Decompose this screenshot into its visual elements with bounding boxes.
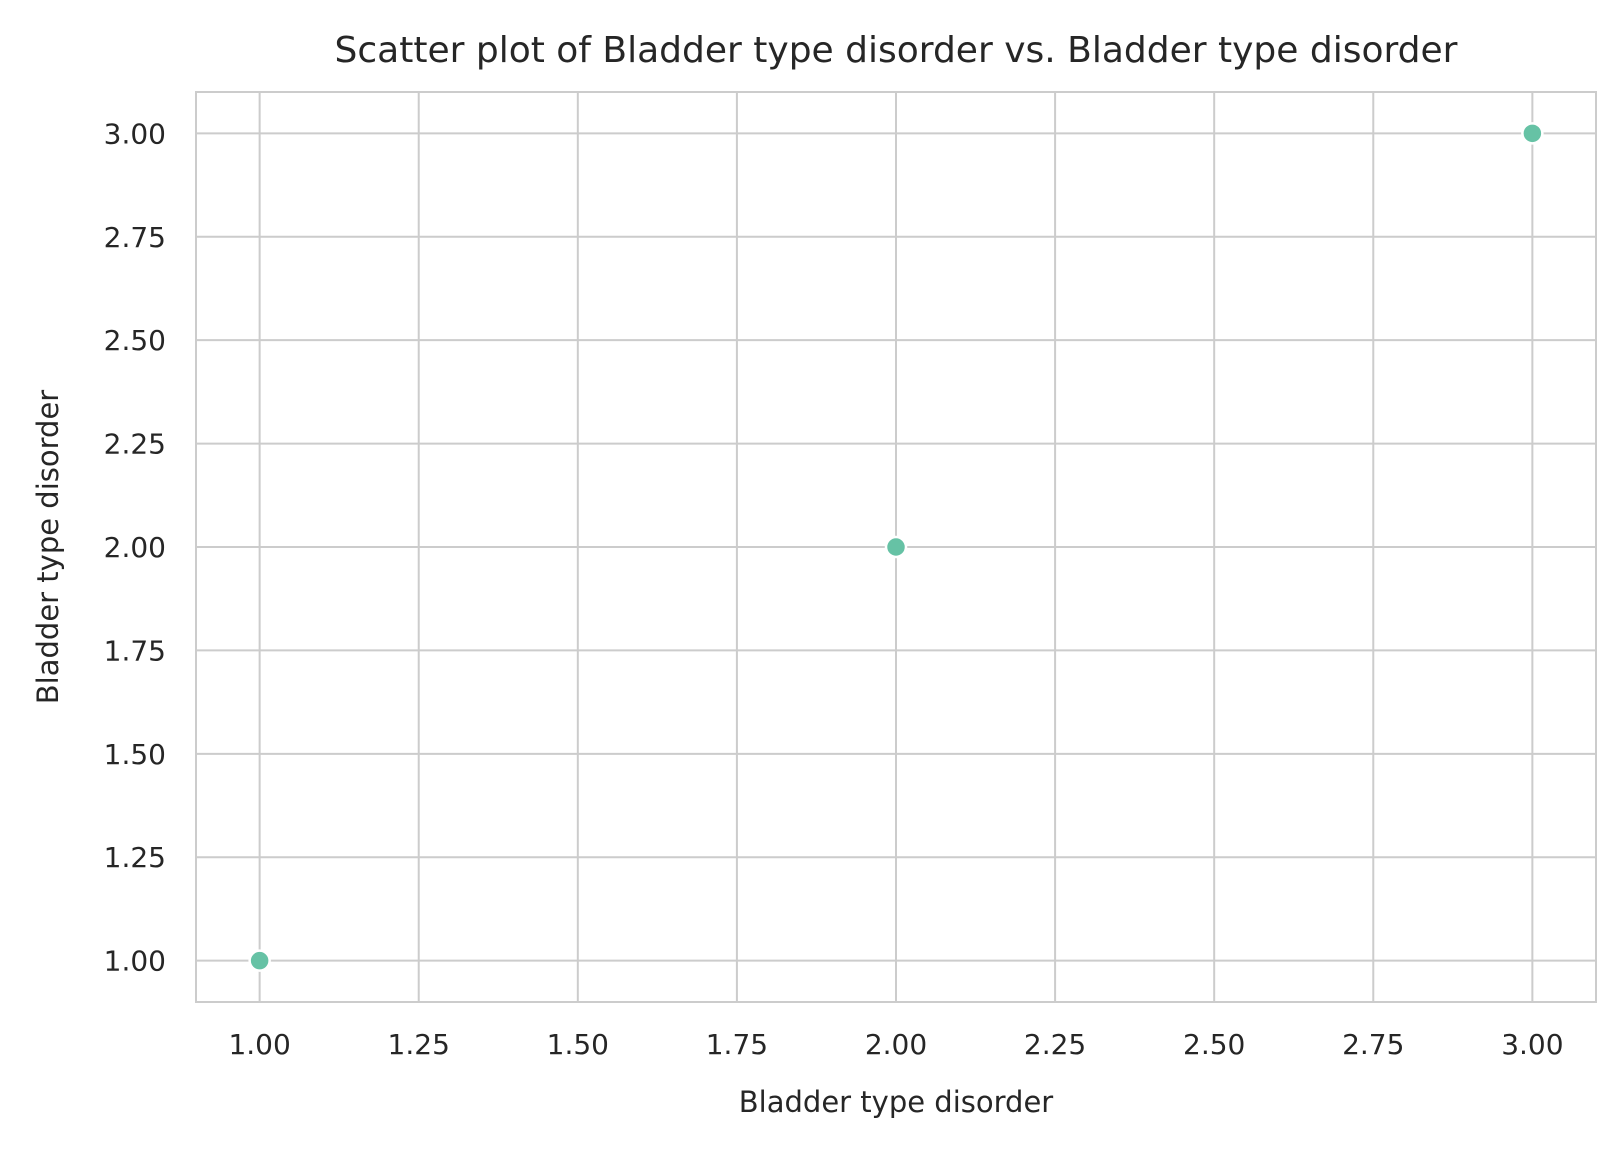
y-tick-label: 1.25 (104, 841, 166, 874)
y-tick-label: 3.00 (104, 117, 166, 150)
plot-frame (195, 91, 1597, 1003)
y-tick-label: 2.50 (104, 324, 166, 357)
x-tick-label: 1.00 (228, 1028, 290, 1061)
y-tick-labels: 1.00 1.25 1.50 1.75 2.00 2.25 2.50 2.75 3.00 (104, 117, 166, 977)
x-tick-label: 1.50 (547, 1028, 609, 1061)
x-tick-labels: 1.00 1.25 1.50 1.75 2.00 2.25 2.50 2.75 3.00 (228, 1028, 1563, 1061)
y-tick-label: 2.25 (104, 428, 166, 461)
x-tick-label: 2.00 (865, 1028, 927, 1061)
x-axis-label: Bladder type disorder (739, 1085, 1054, 1119)
y-axis-label: Bladder type disorder (31, 390, 65, 705)
scatter-point (1521, 122, 1544, 145)
x-tick-label: 1.75 (706, 1028, 768, 1061)
data-points (248, 122, 1544, 972)
x-tick-label: 2.75 (1342, 1028, 1404, 1061)
y-tick-label: 1.50 (104, 738, 166, 771)
scatter-point (884, 535, 908, 559)
y-tick-label: 2.00 (104, 531, 166, 564)
y-tick-label: 1.00 (104, 945, 166, 978)
x-tick-label: 1.25 (388, 1028, 450, 1061)
chart-title: Scatter plot of Bladder type disorder vs… (335, 30, 1458, 71)
x-tick-label: 2.25 (1024, 1028, 1086, 1061)
x-tick-label: 2.50 (1183, 1028, 1245, 1061)
x-tick-label: 3.00 (1501, 1028, 1563, 1061)
scatter-point (248, 949, 271, 972)
y-tick-label: 1.75 (104, 634, 166, 667)
y-tick-label: 2.75 (104, 221, 166, 254)
